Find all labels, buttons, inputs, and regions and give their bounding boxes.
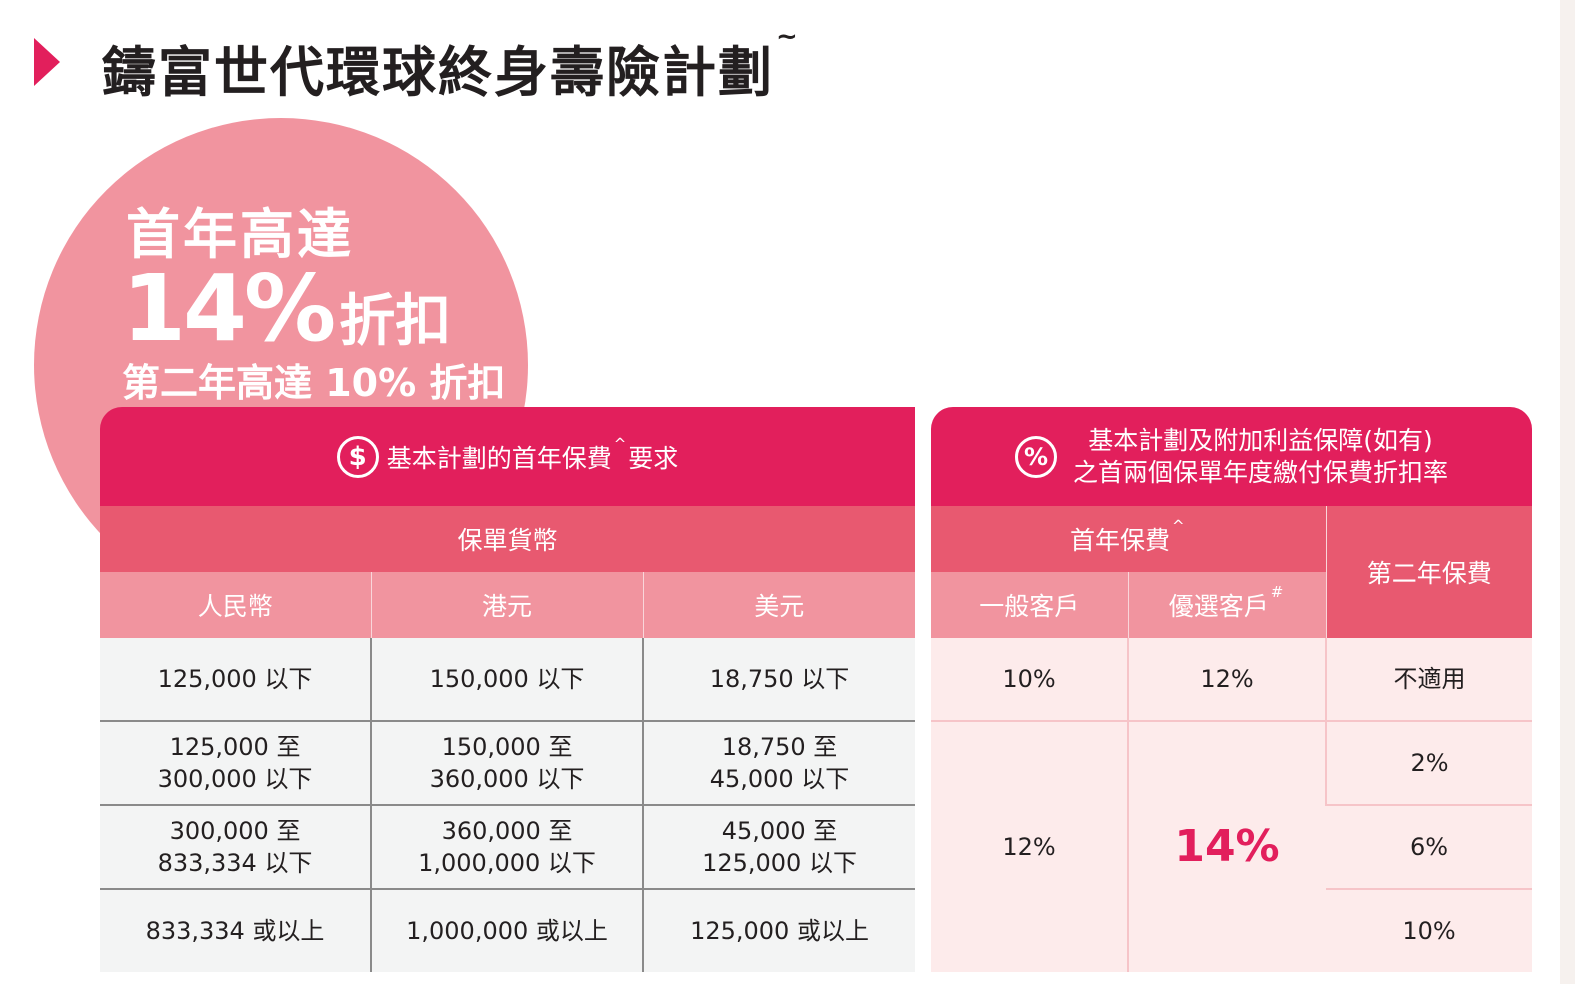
- table-cell: 6%: [1326, 805, 1533, 890]
- table-cell: 45,000 至 125,000 以下: [641, 805, 916, 890]
- table-cell: 360,000 至 1,000,000 以下: [370, 805, 643, 890]
- cell-line: 150,000 至: [441, 733, 573, 761]
- premium-requirement-header-suffix: 要求: [628, 443, 679, 473]
- percent-icon: %: [1015, 435, 1057, 478]
- cell-line: 1,000,000 以下: [418, 849, 596, 877]
- cell-line: 150,000 以下: [429, 665, 585, 693]
- first-year-premium-label: 首年保費: [1069, 526, 1170, 555]
- cell-line: 360,000 至: [441, 817, 573, 845]
- cell-line: 833,334 以下: [157, 849, 313, 877]
- table-row: 6%: [931, 805, 1533, 890]
- preferred-customer-header: 優選客戶 #: [1127, 572, 1326, 638]
- table-row: 125,000 以下 150,000 以下 18,750 以下: [100, 638, 916, 722]
- table-cell: 10%: [1326, 889, 1533, 972]
- column-header-usd: 美元: [642, 572, 916, 638]
- cell-line: 45,000 以下: [709, 765, 850, 793]
- discount-header-line2: 之首兩個保單年度繳付保費折扣率: [1073, 457, 1449, 487]
- table-row: 12% 14% 2%: [931, 721, 1533, 972]
- table-cell: 10%: [931, 638, 1128, 722]
- promo-line2: 14% 折扣: [122, 255, 451, 362]
- cell-line: 300,000 至: [169, 817, 301, 845]
- policy-currency-header: 保單貨幣: [100, 506, 916, 572]
- discount-rate-header: % 基本計劃及附加利益保障(如有) 之首兩個保單年度繳付保費折扣率: [931, 407, 1533, 506]
- discount-rate-table: % 基本計劃及附加利益保障(如有) 之首兩個保單年度繳付保費折扣率 首年保費 ^ 第二…: [931, 407, 1533, 972]
- discount-rate-header-text: 基本計劃及附加利益保障(如有) 之首兩個保單年度繳付保費折扣率: [1073, 425, 1448, 489]
- premium-requirement-table: $ 基本計劃的首年保費 ^要求 保單貨幣 人民幣 港元 美元 125,000 以下 …: [100, 407, 916, 972]
- table-row: 833,334 或以上 1,000,000 或以上 125,000 或以上: [100, 889, 916, 972]
- promo-line1: 首年高達: [126, 203, 354, 266]
- cell-line: 360,000 以下: [429, 765, 585, 793]
- promo-big-value: 14%: [122, 255, 336, 362]
- premium-requirement-header: $ 基本計劃的首年保費 ^要求: [100, 407, 916, 506]
- promo-big-suffix: 折扣: [339, 289, 452, 354]
- premium-requirement-header-prefix: 基本計劃的首年保費: [386, 443, 612, 473]
- cell-line: 18,750 至: [721, 733, 838, 761]
- page-title: 鑄富世代環球終身壽險計劃~: [102, 22, 800, 107]
- table-cell: 125,000 或以上: [641, 889, 916, 972]
- table-cell: 12%: [1127, 638, 1326, 722]
- preferred-hash-mark: #: [1270, 583, 1284, 601]
- preferred-discount-highlight: 14%: [1127, 721, 1326, 972]
- table-cell: 150,000 以下: [370, 638, 643, 722]
- cell-line: 833,334 或以上: [145, 917, 325, 945]
- table-cell: 150,000 至 360,000 以下: [370, 721, 643, 806]
- discount-header-line1: 基本計劃及附加利益保障(如有): [1088, 425, 1433, 455]
- table-row: 300,000 至 833,334 以下 360,000 至 1,000,000 以…: [100, 805, 916, 890]
- table-cell: 12%: [931, 721, 1128, 972]
- premium-requirement-header-text: 基本計劃的首年保費 ^要求: [386, 435, 679, 475]
- title-footnote-mark: ~: [776, 22, 800, 52]
- first-year-caret-mark: ^: [1171, 517, 1185, 535]
- cell-line: 300,000 以下: [157, 765, 313, 793]
- table-cell: 不適用: [1324, 638, 1533, 722]
- cell-line: 125,000 或以上: [690, 917, 869, 945]
- cell-line: 125,000 至: [169, 733, 301, 761]
- table-cell: 1,000,000 或以上: [370, 889, 643, 972]
- page-title-text: 鑄富世代環球終身壽險計劃: [102, 41, 774, 104]
- table-row: 10% 12% 不適用: [931, 638, 1533, 722]
- table-row: 10%: [931, 889, 1533, 972]
- dollar-icon: $: [336, 435, 379, 478]
- column-header-hkd: 港元: [370, 572, 643, 638]
- table-cell: 125,000 至 300,000 以下: [100, 721, 371, 806]
- table-cell: 18,750 以下: [641, 638, 916, 722]
- promo-line3: 第二年高達 10% 折扣: [122, 361, 506, 405]
- preferred-customer-label: 優選客戶: [1168, 592, 1269, 621]
- cell-line: 45,000 至: [721, 817, 838, 845]
- table-cell: 300,000 至 833,334 以下: [100, 805, 371, 890]
- table-cell: 2%: [1324, 721, 1533, 806]
- general-customer-header: 一般客戶: [931, 572, 1128, 638]
- title-arrow-icon: [34, 38, 60, 86]
- page-edge: [1560, 0, 1575, 984]
- premium-caret-mark: ^: [613, 434, 627, 453]
- table-cell: 125,000 以下: [100, 638, 371, 722]
- cell-line: 125,000 以下: [157, 665, 313, 693]
- cell-line: 1,000,000 或以上: [406, 917, 608, 945]
- cell-line: 18,750 以下: [709, 665, 850, 693]
- cell-line: 125,000 以下: [702, 849, 857, 877]
- first-year-premium-header: 首年保費 ^: [931, 506, 1326, 572]
- second-year-premium-header: 第二年保費: [1325, 506, 1533, 638]
- table-cell: 833,334 或以上: [100, 889, 371, 972]
- table-cell: 18,750 至 45,000 以下: [641, 721, 916, 806]
- column-header-rmb: 人民幣: [100, 572, 371, 638]
- table-row: 125,000 至 300,000 以下 150,000 至 360,000 以下 …: [100, 721, 916, 806]
